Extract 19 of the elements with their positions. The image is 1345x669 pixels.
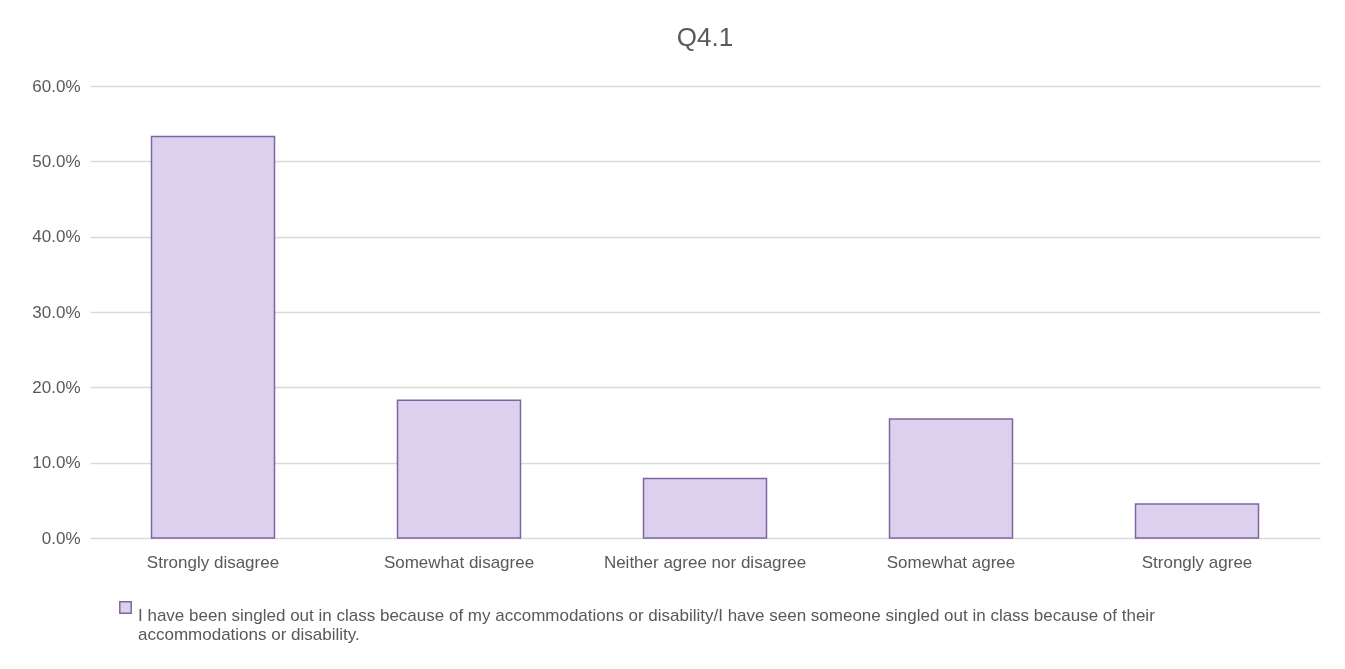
y-tick-label: 40.0% (32, 227, 81, 247)
y-tick-label: 10.0% (32, 453, 81, 473)
x-tick-label: Somewhat agree (886, 552, 1016, 572)
x-tick-label: Strongly disagree (146, 552, 280, 572)
bar (150, 135, 276, 539)
bar (396, 399, 522, 539)
y-tick-label: 60.0% (32, 76, 81, 96)
x-tick-label: Neither agree nor disagree (603, 552, 807, 572)
x-tick-label: Strongly agree (1141, 552, 1253, 572)
bar (642, 477, 768, 539)
y-tick-label: 0.0% (41, 528, 81, 548)
chart-title: Q4.1 (676, 22, 734, 52)
legend-label: I have been singled out in class because of my accommodations or disability/I have seen someone singled out in class because of their accommodations or disability. (138, 605, 1156, 644)
y-tick-label: 20.0% (32, 377, 81, 397)
bar (1134, 503, 1260, 539)
bar (888, 418, 1014, 539)
y-tick-label: 50.0% (32, 151, 81, 171)
y-tick-label: 30.0% (32, 302, 81, 322)
x-tick-label: Somewhat disagree (383, 552, 535, 572)
